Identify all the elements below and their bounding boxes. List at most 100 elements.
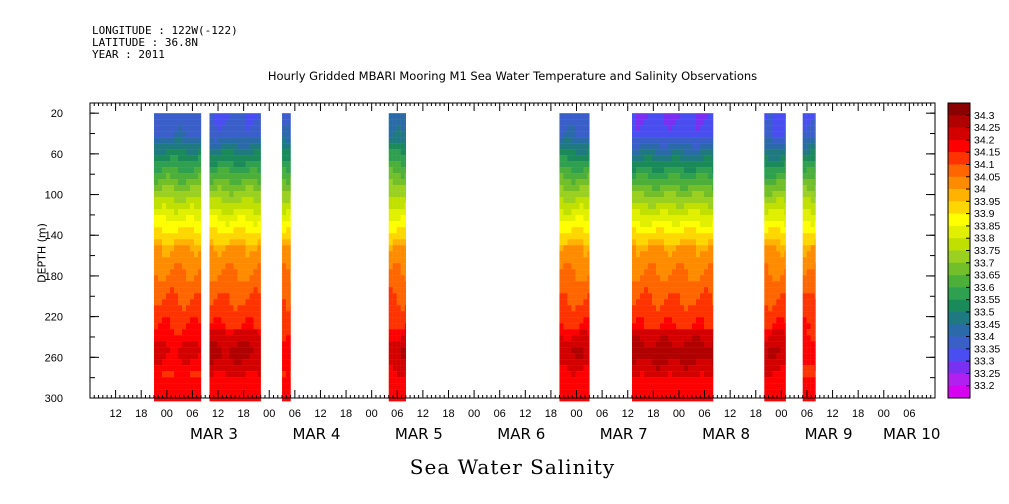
salinity-cell [643,359,649,366]
salinity-cell [814,167,816,174]
salinity-cell [776,227,781,234]
salinity-cell [639,191,645,198]
salinity-cell [683,269,689,276]
salinity-cell [392,227,397,234]
salinity-cell [213,233,218,240]
salinity-cell [217,359,222,366]
salinity-cell [643,311,649,318]
salinity-cell [404,179,407,186]
salinity-cell [198,335,202,342]
salinity-cell [158,119,163,126]
salinity-cell [768,227,773,234]
salinity-cell [707,215,713,222]
salinity-cell [182,149,187,156]
salinity-cell [282,317,287,324]
salinity-cell [651,317,657,324]
salinity-cell [802,269,807,276]
salinity-cell [711,311,714,318]
salinity-cell [213,299,218,306]
salinity-cell [806,311,811,318]
salinity-cell [639,179,645,186]
salinity-cell [784,155,786,162]
salinity-cell [396,161,401,168]
salinity-cell [290,131,291,138]
salinity-cell [400,293,405,300]
salinity-cell [229,125,234,132]
salinity-cell [667,389,673,396]
salinity-cell [567,257,572,264]
salinity-cell [392,329,397,336]
salinity-cell [221,293,226,300]
salinity-cell [229,245,234,252]
salinity-cell [559,317,564,324]
salinity-cell [182,221,187,228]
salinity-cell [194,305,199,312]
salinity-cell [695,173,701,180]
salinity-cell [699,335,705,342]
salinity-cell [290,191,291,198]
salinity-cell [683,341,689,348]
salinity-cell [703,143,709,150]
salinity-cell [575,359,580,366]
salinity-cell [579,131,584,138]
salinity-cell [776,329,781,336]
salinity-cell [631,269,637,276]
salinity-cell [174,221,179,228]
salinity-cell [213,227,218,234]
salinity-cell [563,281,568,288]
salinity-cell [647,185,653,192]
salinity-cell [190,281,195,288]
salinity-cell [635,185,641,192]
salinity-cell [675,305,681,312]
data-segment [282,113,291,402]
salinity-cell [814,341,816,348]
salinity-cell [631,299,637,306]
salinity-cell [174,317,179,324]
salinity-cell [810,251,815,258]
salinity-cell [687,311,693,318]
salinity-cell [253,371,258,378]
salinity-cell [174,269,179,276]
salinity-cell [691,371,697,378]
salinity-cell [579,365,584,372]
salinity-cell [814,155,816,162]
salinity-cell [675,143,681,150]
salinity-cell [182,209,187,216]
salinity-cell [655,275,661,282]
salinity-cell [170,251,175,258]
salinity-cell [392,221,397,228]
salinity-cell [711,389,714,396]
salinity-cell [647,371,653,378]
salinity-cell [772,155,777,162]
salinity-cell [639,305,645,312]
salinity-cell [198,161,202,168]
salinity-cell [154,287,159,294]
salinity-cell [563,323,568,330]
salinity-cell [563,239,568,246]
salinity-cell [772,287,777,294]
salinity-cell [639,281,645,288]
salinity-cell [257,143,261,150]
salinity-cell [229,323,234,330]
salinity-cell [651,113,657,120]
salinity-cell [643,377,649,384]
salinity-cell [663,239,669,246]
salinity-cell [559,137,564,144]
salinity-cell [194,227,199,234]
salinity-cell [663,215,669,222]
salinity-cell [768,137,773,144]
salinity-cell [663,179,669,186]
salinity-cell [631,167,637,174]
salinity-cell [802,221,807,228]
salinity-cell [575,281,580,288]
salinity-cell [671,263,677,270]
salinity-cell [687,119,693,126]
salinity-cell [647,275,653,282]
x-hour-label: 06 [596,408,608,420]
salinity-cell [806,233,811,240]
salinity-cell [241,329,246,336]
salinity-cell [764,257,769,264]
salinity-cell [286,131,291,138]
salinity-cell [772,281,777,288]
salinity-cell [174,125,179,132]
